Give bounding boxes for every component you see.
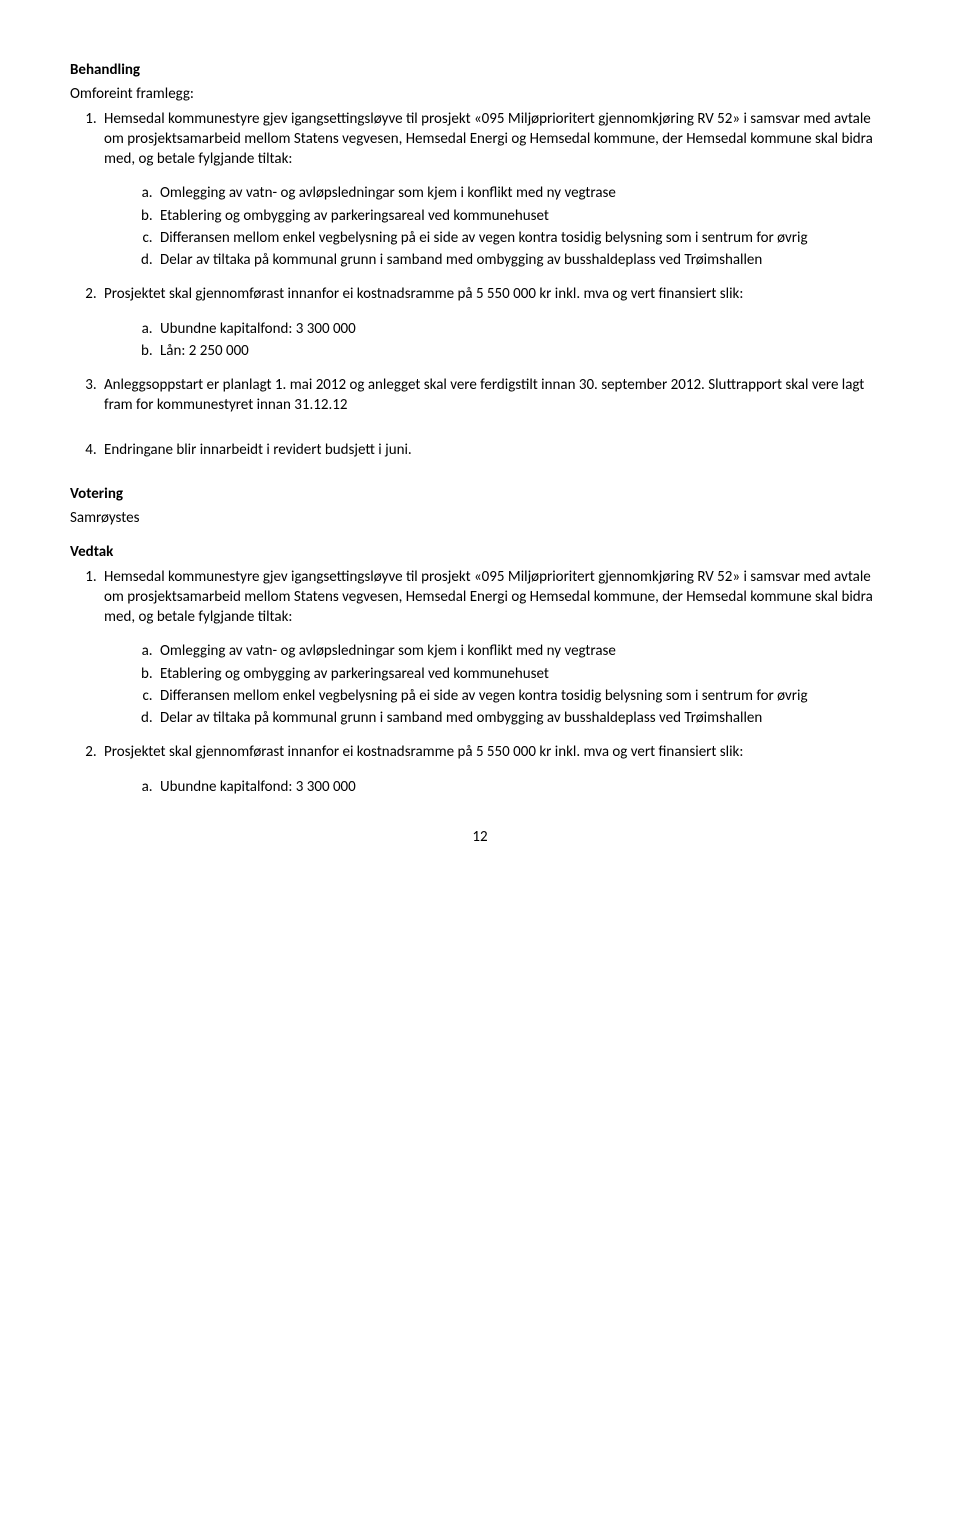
- page-number: 12: [70, 827, 890, 847]
- behandling-item-4: Endringane blir innarbeidt i revidert bu…: [100, 440, 890, 460]
- vedtak-sub-d: Delar av tiltaka på kommunal grunn i sam…: [156, 708, 890, 728]
- behandling-subheading: Omforeint framlegg:: [70, 84, 890, 104]
- behandling-item-1-text: Hemsedal kommunestyre gjev igangsettings…: [104, 110, 873, 169]
- vedtak-fin-a: Ubundne kapitalfond: 3 300 000: [156, 777, 890, 797]
- vedtak-item-1-text: Hemsedal kommunestyre gjev igangsettings…: [104, 568, 873, 627]
- behandling-item-1: Hemsedal kommunestyre gjev igangsettings…: [100, 109, 890, 271]
- behandling-sub-c: Differansen mellom enkel vegbelysning på…: [156, 228, 890, 248]
- vedtak-item-1: Hemsedal kommunestyre gjev igangsettings…: [100, 567, 890, 729]
- vedtak-fin-list: Ubundne kapitalfond: 3 300 000: [104, 777, 890, 797]
- behandling-fin-b: Lån: 2 250 000: [156, 341, 890, 361]
- behandling-list-cont: Endringane blir innarbeidt i revidert bu…: [70, 440, 890, 460]
- behandling-fin-list: Ubundne kapitalfond: 3 300 000 Lån: 2 25…: [104, 319, 890, 362]
- votering-text: Samrøystes: [70, 508, 890, 528]
- behandling-heading: Behandling: [70, 60, 890, 80]
- vedtak-sub-a: Omlegging av vatn- og avløpsledningar so…: [156, 641, 890, 661]
- vedtak-list: Hemsedal kommunestyre gjev igangsettings…: [70, 567, 890, 797]
- vedtak-item-2-text: Prosjektet skal gjennomførast innanfor e…: [104, 743, 743, 761]
- behandling-list: Hemsedal kommunestyre gjev igangsettings…: [70, 109, 890, 416]
- behandling-item-2: Prosjektet skal gjennomførast innanfor e…: [100, 284, 890, 361]
- behandling-sub-b: Etablering og ombygging av parkeringsare…: [156, 206, 890, 226]
- behandling-item-3: Anleggsoppstart er planlagt 1. mai 2012 …: [100, 375, 890, 416]
- vedtak-sub-list-1: Omlegging av vatn- og avløpsledningar so…: [104, 641, 890, 728]
- votering-heading: Votering: [70, 484, 890, 504]
- vedtak-item-2: Prosjektet skal gjennomførast innanfor e…: [100, 742, 890, 797]
- behandling-fin-a: Ubundne kapitalfond: 3 300 000: [156, 319, 890, 339]
- vedtak-sub-b: Etablering og ombygging av parkeringsare…: [156, 664, 890, 684]
- behandling-item-2-text: Prosjektet skal gjennomførast innanfor e…: [104, 285, 743, 303]
- vedtak-heading: Vedtak: [70, 542, 890, 562]
- vedtak-sub-c: Differansen mellom enkel vegbelysning på…: [156, 686, 890, 706]
- behandling-sub-a: Omlegging av vatn- og avløpsledningar so…: [156, 183, 890, 203]
- behandling-sub-list-1: Omlegging av vatn- og avløpsledningar so…: [104, 183, 890, 270]
- behandling-sub-d: Delar av tiltaka på kommunal grunn i sam…: [156, 250, 890, 270]
